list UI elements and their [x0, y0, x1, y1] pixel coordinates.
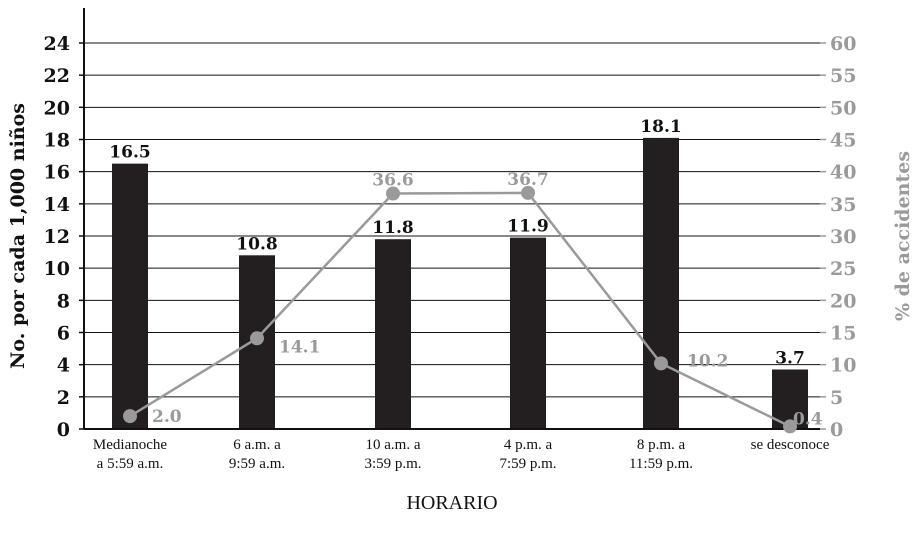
x-category-label-line: se desconoce — [751, 437, 830, 453]
bar-value-label: 11.8 — [372, 218, 413, 238]
line-point — [654, 356, 668, 371]
x-category-label-line: 8 p.m. a — [637, 437, 686, 453]
x-category-label-line: 4 p.m. a — [504, 437, 553, 453]
y-tick-label-left: 10 — [44, 258, 70, 280]
x-category-label: Medianoche a 5:59 a.m. — [93, 437, 167, 472]
line-path — [129, 191, 791, 428]
line-point — [386, 186, 400, 201]
tick-labels: 0246810121416182022240510152025303540455… — [44, 33, 857, 472]
y-tick-label-right: 5 — [830, 387, 843, 409]
bar — [112, 163, 148, 429]
x-category-label-line: 9:59 a.m. — [229, 456, 285, 472]
y-tick-label-right: 55 — [830, 65, 856, 87]
bar-value-label: 11.9 — [507, 217, 548, 237]
line-value-label: 14.1 — [279, 337, 320, 357]
line-point — [521, 185, 535, 200]
y-tick-label-right: 20 — [830, 290, 856, 312]
line-point — [123, 409, 137, 424]
line-value-label: 36.7 — [507, 170, 548, 190]
bar — [643, 137, 679, 429]
y-tick-label-left: 4 — [57, 355, 70, 377]
line-series — [123, 185, 797, 434]
bar-value-label: 10.8 — [236, 234, 277, 254]
y-tick-label-right: 45 — [830, 130, 856, 152]
y-tick-label-left: 20 — [44, 97, 70, 119]
y-axis-title-right: % de accidentes — [892, 151, 914, 321]
y-tick-label-right: 60 — [830, 33, 856, 55]
bars — [112, 137, 808, 429]
y-axis-title-left: No. por cada 1,000 niños — [7, 103, 29, 369]
bar-value-label: 3.7 — [775, 348, 805, 368]
y-tick-label-right: 15 — [830, 323, 856, 345]
x-category-label-line: 3:59 p.m. — [364, 456, 421, 472]
line-value-label: 36.6 — [372, 171, 413, 191]
x-category-label: 4 p.m. a 7:59 p.m. — [499, 437, 556, 472]
y-tick-label-left: 16 — [44, 162, 70, 184]
line-value-label: 0.4 — [793, 409, 823, 429]
x-category-label-line: Medianoche — [93, 437, 167, 453]
y-tick-label-left: 24 — [44, 33, 70, 55]
line-point — [783, 419, 797, 434]
y-tick-label-right: 10 — [830, 355, 856, 377]
bar — [772, 369, 808, 429]
x-category-label: 8 p.m. a 11:59 p.m. — [629, 437, 693, 472]
line-point — [250, 331, 264, 346]
x-category-label: 6 a.m. a 9:59 a.m. — [229, 437, 285, 472]
bar-value-label: 16.5 — [109, 143, 150, 163]
gridlines — [84, 42, 820, 398]
x-category-label-line: 11:59 p.m. — [629, 456, 693, 472]
line-value-label: 2.0 — [152, 407, 182, 427]
y-tick-label-right: 50 — [830, 97, 856, 119]
y-tick-label-right: 25 — [830, 258, 856, 280]
y-tick-label-left: 2 — [57, 387, 70, 409]
bar — [510, 237, 546, 429]
x-category-label-line: a 5:59 a.m. — [97, 456, 164, 472]
y-tick-label-right: 40 — [830, 162, 856, 184]
y-tick-label-left: 14 — [44, 194, 70, 216]
y-tick-label-right: 35 — [830, 194, 856, 216]
y-tick-label-left: 22 — [44, 65, 70, 87]
x-category-label-line: 6 a.m. a — [233, 437, 281, 453]
data-labels: 16.5 10.8 11.8 11.9 18.1 3.7 2.0 14.1 36.6 36.7 10… — [109, 117, 822, 430]
bar — [375, 239, 411, 429]
y-tick-label-left: 12 — [44, 226, 70, 248]
x-category-label-line: 10 a.m. a — [366, 437, 421, 453]
x-category-label-line: 7:59 p.m. — [499, 456, 556, 472]
y-tick-label-left: 6 — [57, 323, 70, 345]
y-tick-label-right: 30 — [830, 226, 856, 248]
x-category-label: se desconoce — [751, 437, 830, 453]
y-tick-label-left: 18 — [44, 130, 70, 152]
x-category-label: 10 a.m. a 3:59 p.m. — [364, 437, 421, 472]
bar-value-label: 18.1 — [640, 117, 681, 137]
axes — [79, 8, 826, 430]
line-value-label: 10.2 — [687, 351, 728, 371]
x-axis-title: HORARIO — [406, 492, 497, 514]
y-tick-label-left: 8 — [57, 290, 70, 312]
y-tick-label-left: 0 — [57, 419, 70, 441]
y-tick-label-right: 0 — [830, 419, 843, 441]
